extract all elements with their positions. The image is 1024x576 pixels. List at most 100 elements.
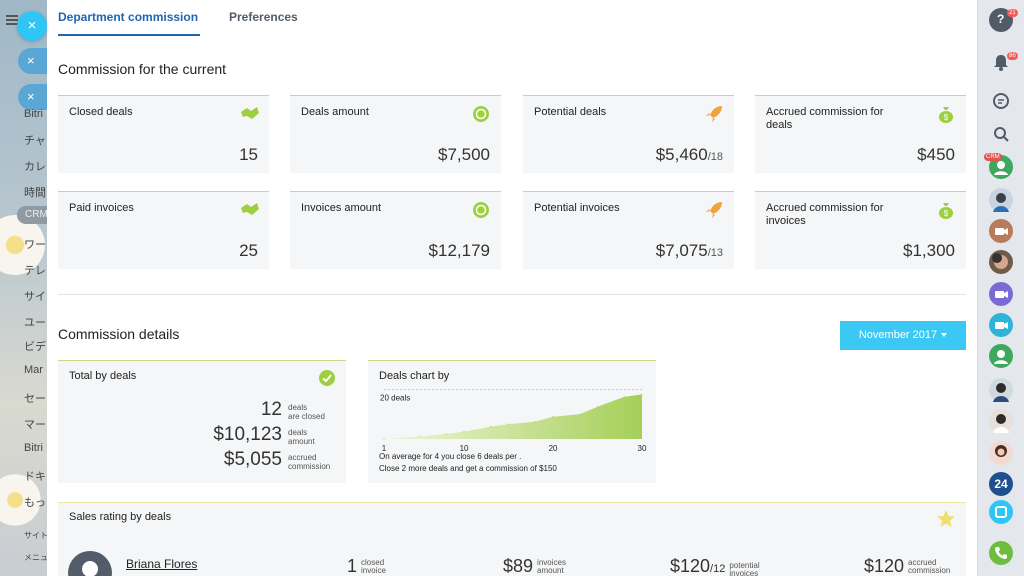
- total-row-commission: $5,055 accrued commission: [224, 449, 336, 471]
- sales-rating-section: Sales rating by deals Briana Flores 1 cl…: [58, 502, 966, 576]
- deals-chart-label: Deals chart by: [379, 370, 450, 382]
- stat-card: Potential invoices $7,075/13: [523, 191, 734, 269]
- caption: deals: [288, 428, 308, 437]
- x-tick-label: 10: [460, 444, 469, 453]
- caption: are closed: [288, 412, 325, 421]
- total-by-deals-label: Total by deals: [69, 370, 137, 382]
- bg-menu-item: サイト: [24, 531, 48, 540]
- stat-card-value: $12,179: [429, 241, 490, 261]
- stat-card-label: Invoices amount: [301, 202, 382, 214]
- avatar[interactable]: [989, 188, 1013, 212]
- deals-area-chart: 20 deals 1 10 20 30: [380, 388, 647, 453]
- hamburger-menu-icon[interactable]: [6, 15, 18, 25]
- user-avatar-icon[interactable]: [989, 344, 1013, 368]
- avatar[interactable]: [68, 551, 112, 576]
- bg-menu-item: ビデ: [24, 341, 46, 353]
- bg-crm-tag: CRM: [17, 206, 48, 224]
- stat-card-count: /18: [707, 151, 723, 163]
- stat-card-amount: $12,179: [428, 241, 490, 260]
- caption: amount: [537, 566, 564, 575]
- caption: deals: [288, 403, 308, 412]
- stat-card-value: 25: [239, 241, 258, 261]
- stat-card-value: 15: [239, 145, 258, 165]
- bg-menu-item: Bitri: [24, 108, 43, 120]
- stat-card: Closed deals 15: [58, 95, 269, 173]
- stat-card-label: Accrued commission for deals: [766, 106, 884, 131]
- stat-card-value: $1,300: [903, 241, 955, 261]
- bg-menu-item: マー: [24, 419, 46, 431]
- chart-data-point: [596, 406, 599, 408]
- video-call-icon[interactable]: [989, 313, 1013, 337]
- search-icon[interactable]: [989, 122, 1013, 146]
- counter-avatar[interactable]: 24: [989, 472, 1013, 496]
- sales-rating-label: Sales rating by deals: [69, 511, 172, 523]
- background-left-panel: × × Bitri チャ カレ 時間 CRM ワー テレ サイ ユー ビデ Ma…: [0, 0, 48, 576]
- bell-icon[interactable]: [989, 50, 1013, 74]
- stat-card: Deals amount $7,500: [290, 95, 501, 173]
- bg-menu-item: ユー: [24, 317, 46, 329]
- caret-down-icon: [941, 333, 948, 338]
- bg-menu-item: サイ: [24, 291, 46, 303]
- stat-card-count: /13: [707, 247, 723, 259]
- video-call-icon[interactable]: [989, 219, 1013, 243]
- bg-menu-item: Bitri: [24, 442, 43, 454]
- chart-data-point: [445, 433, 447, 435]
- bg-menu-item: ドキ: [24, 471, 46, 483]
- total-amount-value: $10,123: [213, 424, 282, 445]
- person-name-link[interactable]: Briana Flores: [126, 557, 198, 571]
- stat-card-label: Potential deals: [534, 106, 607, 118]
- check-circle-icon: [319, 370, 335, 386]
- caption: accrued: [908, 558, 937, 567]
- stat-card-amount: $7,075: [655, 241, 708, 260]
- avatar[interactable]: [989, 250, 1013, 274]
- stat-card-label: Potential invoices: [534, 202, 620, 214]
- help-badge: 21: [1007, 9, 1018, 17]
- phone-icon[interactable]: [989, 541, 1013, 565]
- tab-preferences[interactable]: Preferences: [229, 10, 298, 24]
- rocket-icon: [706, 106, 722, 122]
- coins-icon: [473, 202, 489, 218]
- stat-card-value: $5,460/18: [656, 145, 723, 165]
- stat-card-amount: 25: [239, 241, 258, 260]
- chart-note-average: On average for 4 you close 6 deals per .: [379, 452, 522, 461]
- chat-icon[interactable]: [989, 89, 1013, 113]
- caption: accrued: [288, 453, 317, 462]
- month-label: November 2017: [858, 329, 938, 341]
- caption: amount: [288, 437, 315, 446]
- active-tab-underline: [58, 34, 200, 36]
- svg-text:$: $: [944, 113, 949, 122]
- chart-data-point: [579, 413, 581, 415]
- caption: closed: [361, 558, 385, 567]
- deals-chart-card: Deals chart by 20 deals 1 10 20 30 On averag…: [368, 360, 656, 483]
- rating-closed-value: 1: [347, 556, 358, 576]
- caption: invoices: [537, 558, 566, 567]
- stat-card: Paid invoices 25: [58, 191, 269, 269]
- avatar[interactable]: [989, 441, 1013, 465]
- caption: commission: [908, 566, 951, 575]
- stat-card: Accrued commission for invoices $ $1,300: [755, 191, 966, 269]
- rating-potential-value: $120: [670, 556, 711, 576]
- crm-tag: CRM: [984, 153, 1002, 161]
- x-tick-label: 30: [638, 444, 647, 453]
- chart-data-point: [383, 438, 385, 440]
- tab-department-commission[interactable]: Department commission: [58, 10, 199, 24]
- caption: potential: [729, 561, 760, 570]
- background-pill: ×: [18, 84, 48, 110]
- avatar[interactable]: [989, 378, 1013, 402]
- money-bag-icon: $: [939, 107, 953, 123]
- close-slider-button[interactable]: ×: [17, 11, 47, 41]
- total-commission-value: $5,055: [223, 449, 282, 470]
- rating-potential-count: /12: [710, 563, 726, 575]
- total-closed-value: 12: [260, 399, 282, 420]
- stat-card-value: $7,500: [438, 145, 490, 165]
- right-sidebar: ? 21 86 CRM 24: [977, 0, 1024, 576]
- x-tick-label: 20: [549, 444, 558, 453]
- avatar[interactable]: [989, 409, 1013, 433]
- video-call-icon[interactable]: [989, 282, 1013, 306]
- open-channel-icon[interactable]: [989, 500, 1013, 524]
- caption: invoice: [361, 566, 386, 575]
- stat-card-label: Closed deals: [69, 106, 133, 118]
- bg-menu-item: セー: [24, 393, 46, 405]
- month-selector-button[interactable]: November 2017: [840, 321, 966, 350]
- rating-stat-potential: $120/12 potential invoices: [670, 557, 760, 576]
